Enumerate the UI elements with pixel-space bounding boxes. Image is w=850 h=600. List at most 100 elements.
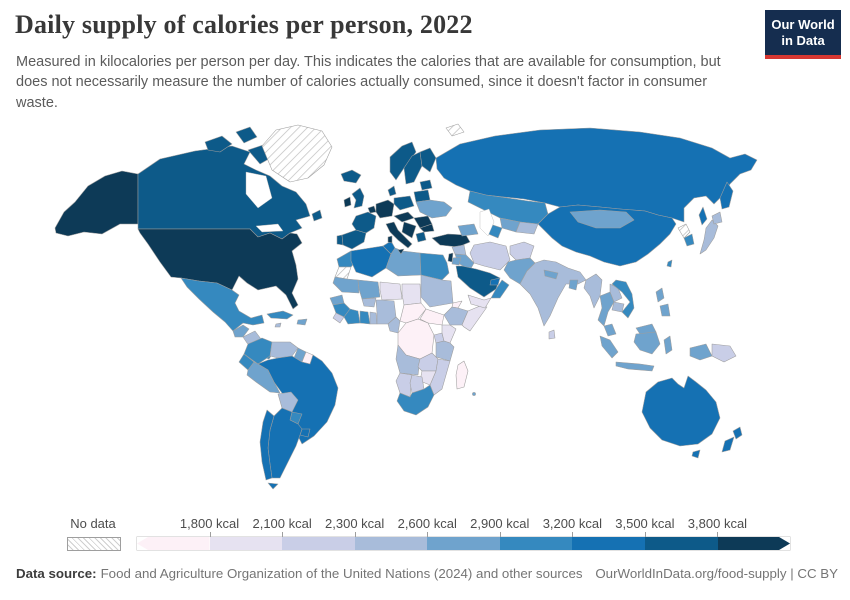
country-cameroon[interactable] <box>387 316 401 334</box>
legend-segment[interactable] <box>499 537 573 550</box>
country-indonesia-kalimantan[interactable] <box>633 331 661 355</box>
country-uae[interactable] <box>489 277 501 286</box>
country-south-sudan[interactable] <box>419 308 445 326</box>
country-baltics[interactable] <box>419 179 433 191</box>
country-philippines-mindanao[interactable] <box>659 303 671 317</box>
country-bangladesh[interactable] <box>568 279 579 291</box>
legend-segment[interactable] <box>644 537 718 550</box>
no-data-swatch[interactable] <box>67 537 121 551</box>
country-svalbard[interactable] <box>445 123 465 137</box>
country-mauritania[interactable] <box>332 276 360 294</box>
country-tanzania[interactable] <box>435 340 455 362</box>
country-canada-arctic-1[interactable] <box>204 135 233 153</box>
country-north-korea[interactable] <box>677 223 691 239</box>
owid-logo[interactable]: Our World in Data <box>765 10 841 59</box>
country-germany[interactable] <box>375 199 395 219</box>
country-iceland[interactable] <box>340 169 362 184</box>
country-jamaica[interactable] <box>274 322 282 328</box>
credit-link[interactable]: OurWorldInData.org/food-supply | CC BY <box>595 566 838 581</box>
country-malaysia[interactable] <box>603 323 617 337</box>
country-ireland[interactable] <box>343 196 352 208</box>
country-south-africa[interactable] <box>396 384 435 416</box>
country-usa[interactable] <box>137 228 303 310</box>
country-oman[interactable] <box>490 279 510 299</box>
country-namibia[interactable] <box>395 372 413 398</box>
country-jordan[interactable] <box>451 256 462 266</box>
country-chad[interactable] <box>401 283 422 306</box>
country-benelux[interactable] <box>367 205 377 214</box>
country-algeria[interactable] <box>350 245 392 278</box>
country-ukraine[interactable] <box>415 199 453 219</box>
country-iran[interactable] <box>469 241 511 271</box>
country-russia[interactable] <box>435 127 758 223</box>
country-italy-sardinia[interactable] <box>387 235 393 244</box>
country-burkina-faso[interactable] <box>361 297 377 308</box>
country-madagascar[interactable] <box>455 360 469 390</box>
country-balkans[interactable] <box>401 221 417 239</box>
country-yemen[interactable] <box>467 294 492 309</box>
country-bolivia[interactable] <box>277 391 299 413</box>
country-israel[interactable] <box>447 252 454 263</box>
country-india[interactable] <box>519 259 587 327</box>
country-nepal[interactable] <box>543 269 559 280</box>
legend-segment[interactable] <box>137 537 210 550</box>
country-usa-alaska[interactable] <box>54 170 139 237</box>
country-nigeria[interactable] <box>375 299 397 325</box>
country-south-korea[interactable] <box>683 233 695 247</box>
country-eritrea[interactable] <box>451 300 463 309</box>
country-indonesia-sulawesi[interactable] <box>663 335 673 355</box>
country-japan[interactable] <box>699 219 719 255</box>
country-poland[interactable] <box>393 195 415 211</box>
country-guatemala[interactable] <box>232 324 250 338</box>
country-vietnam[interactable] <box>611 279 635 319</box>
country-cambodia[interactable] <box>611 301 625 313</box>
country-mali[interactable] <box>357 279 381 300</box>
country-afghanistan[interactable] <box>509 241 535 261</box>
country-canada-newfoundland[interactable] <box>311 209 323 222</box>
legend-segment[interactable] <box>282 537 355 550</box>
country-sri-lanka[interactable] <box>548 329 556 340</box>
country-italy-sicily[interactable] <box>397 248 405 255</box>
legend-segment[interactable] <box>209 537 283 550</box>
country-bulgaria[interactable] <box>419 223 435 233</box>
country-mauritius[interactable] <box>472 392 476 396</box>
country-tierra-del-fuego[interactable] <box>267 482 279 490</box>
legend-segment[interactable] <box>718 537 791 550</box>
country-cuba[interactable] <box>266 310 294 320</box>
country-france[interactable] <box>351 211 377 234</box>
country-turkey[interactable] <box>431 233 471 248</box>
country-new-zealand-south[interactable] <box>721 436 735 453</box>
legend-segment[interactable] <box>572 537 645 550</box>
country-kyrgyzstan-tajikistan[interactable] <box>515 221 539 235</box>
country-niger[interactable] <box>379 281 403 301</box>
country-angola[interactable] <box>395 344 421 376</box>
legend-segment[interactable] <box>427 537 500 550</box>
country-russia-kamchatka[interactable] <box>719 181 734 210</box>
country-ghana[interactable] <box>359 310 371 325</box>
country-finland[interactable] <box>419 147 437 173</box>
country-canada-arctic-2[interactable] <box>235 126 258 144</box>
country-uk[interactable] <box>351 187 365 209</box>
country-czech-hungary[interactable] <box>393 211 415 223</box>
country-mongolia[interactable] <box>569 209 635 229</box>
country-sierra-leone-liberia[interactable] <box>332 312 345 324</box>
country-peru[interactable] <box>246 361 281 394</box>
country-russia-sakhalin[interactable] <box>698 206 708 226</box>
country-australia-tasmania[interactable] <box>691 449 701 459</box>
country-australia[interactable] <box>641 375 721 447</box>
country-syria[interactable] <box>451 244 467 256</box>
country-venezuela[interactable] <box>269 341 299 359</box>
country-thailand[interactable] <box>597 291 615 327</box>
legend-segment[interactable] <box>354 537 428 550</box>
country-mexico[interactable] <box>180 277 265 332</box>
country-indonesia-java[interactable] <box>615 361 655 372</box>
country-new-zealand-north[interactable] <box>732 426 743 440</box>
country-spain[interactable] <box>341 229 367 250</box>
country-caucasus[interactable] <box>457 223 479 237</box>
country-somalia[interactable] <box>461 305 488 332</box>
country-italy[interactable] <box>385 221 413 249</box>
country-china[interactable] <box>537 204 677 267</box>
country-greece[interactable] <box>415 231 427 243</box>
country-myanmar[interactable] <box>583 273 603 309</box>
country-indonesia-papua[interactable] <box>689 343 713 361</box>
